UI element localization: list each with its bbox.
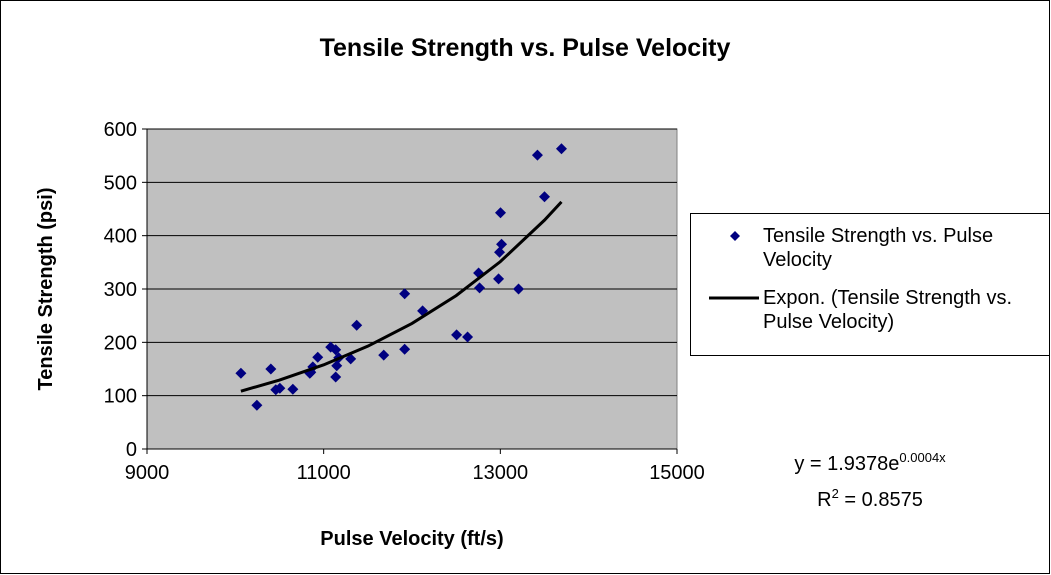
legend-marker xyxy=(730,231,740,241)
point xyxy=(235,367,247,379)
legend: Tensile Strength vs. Pulse Velocity Expon… xyxy=(690,213,1049,356)
point xyxy=(539,191,550,203)
point xyxy=(378,349,390,361)
point xyxy=(474,282,486,294)
point xyxy=(496,238,508,250)
trendline xyxy=(240,200,563,393)
point xyxy=(531,149,543,161)
y-tick-label: 500 xyxy=(104,172,137,194)
point xyxy=(330,371,342,383)
trend-equation: y = 1.9378e0.0004x xyxy=(794,450,946,475)
equation-text: y = 1.9378e xyxy=(794,453,899,475)
point xyxy=(493,273,505,285)
point xyxy=(495,207,507,219)
point xyxy=(513,283,525,295)
y-tick-label: 0 xyxy=(126,439,137,461)
point xyxy=(287,383,299,395)
r-squared: R2 = 0.8575 xyxy=(817,486,923,511)
x-tick-label: 11000 xyxy=(297,462,351,484)
x-tick-label: 13000 xyxy=(473,462,529,484)
point xyxy=(494,246,506,258)
point xyxy=(312,351,324,363)
r-text: R xyxy=(817,489,831,511)
y-tick-label: 400 xyxy=(104,226,137,248)
point xyxy=(399,343,411,355)
legend-label: Tensile Strength vs. Pulse Velocity xyxy=(763,225,994,271)
equation-exponent: 0.0004x xyxy=(899,450,946,465)
point xyxy=(351,319,363,331)
point xyxy=(331,360,343,372)
y-tick-label: 600 xyxy=(104,119,137,141)
r-value: = 0.8575 xyxy=(839,489,923,511)
point xyxy=(555,143,567,155)
point xyxy=(330,344,342,356)
y-tick-label: 100 xyxy=(104,386,137,408)
chart-title: Tensile Strength vs. Pulse Velocity xyxy=(320,34,731,62)
r-exponent: 2 xyxy=(832,486,839,501)
point xyxy=(251,399,263,411)
point xyxy=(462,331,474,343)
point xyxy=(399,288,411,300)
point xyxy=(274,382,286,394)
x-tick-label: 9000 xyxy=(125,462,170,484)
x-tick-label: 15000 xyxy=(649,462,705,484)
point xyxy=(265,363,277,375)
x-axis-label: Pulse Velocity (ft/s) xyxy=(320,528,503,550)
y-tick-label: 200 xyxy=(104,332,137,354)
y-tick-label: 300 xyxy=(104,279,137,301)
legend-icon xyxy=(730,231,740,241)
point xyxy=(451,329,463,341)
legend-icon xyxy=(709,296,759,300)
y-axis-label: Tensile Strength (psi) xyxy=(35,188,57,391)
legend-label: Expon. (Tensile Strength vs. Pulse Veloc… xyxy=(763,287,1013,333)
